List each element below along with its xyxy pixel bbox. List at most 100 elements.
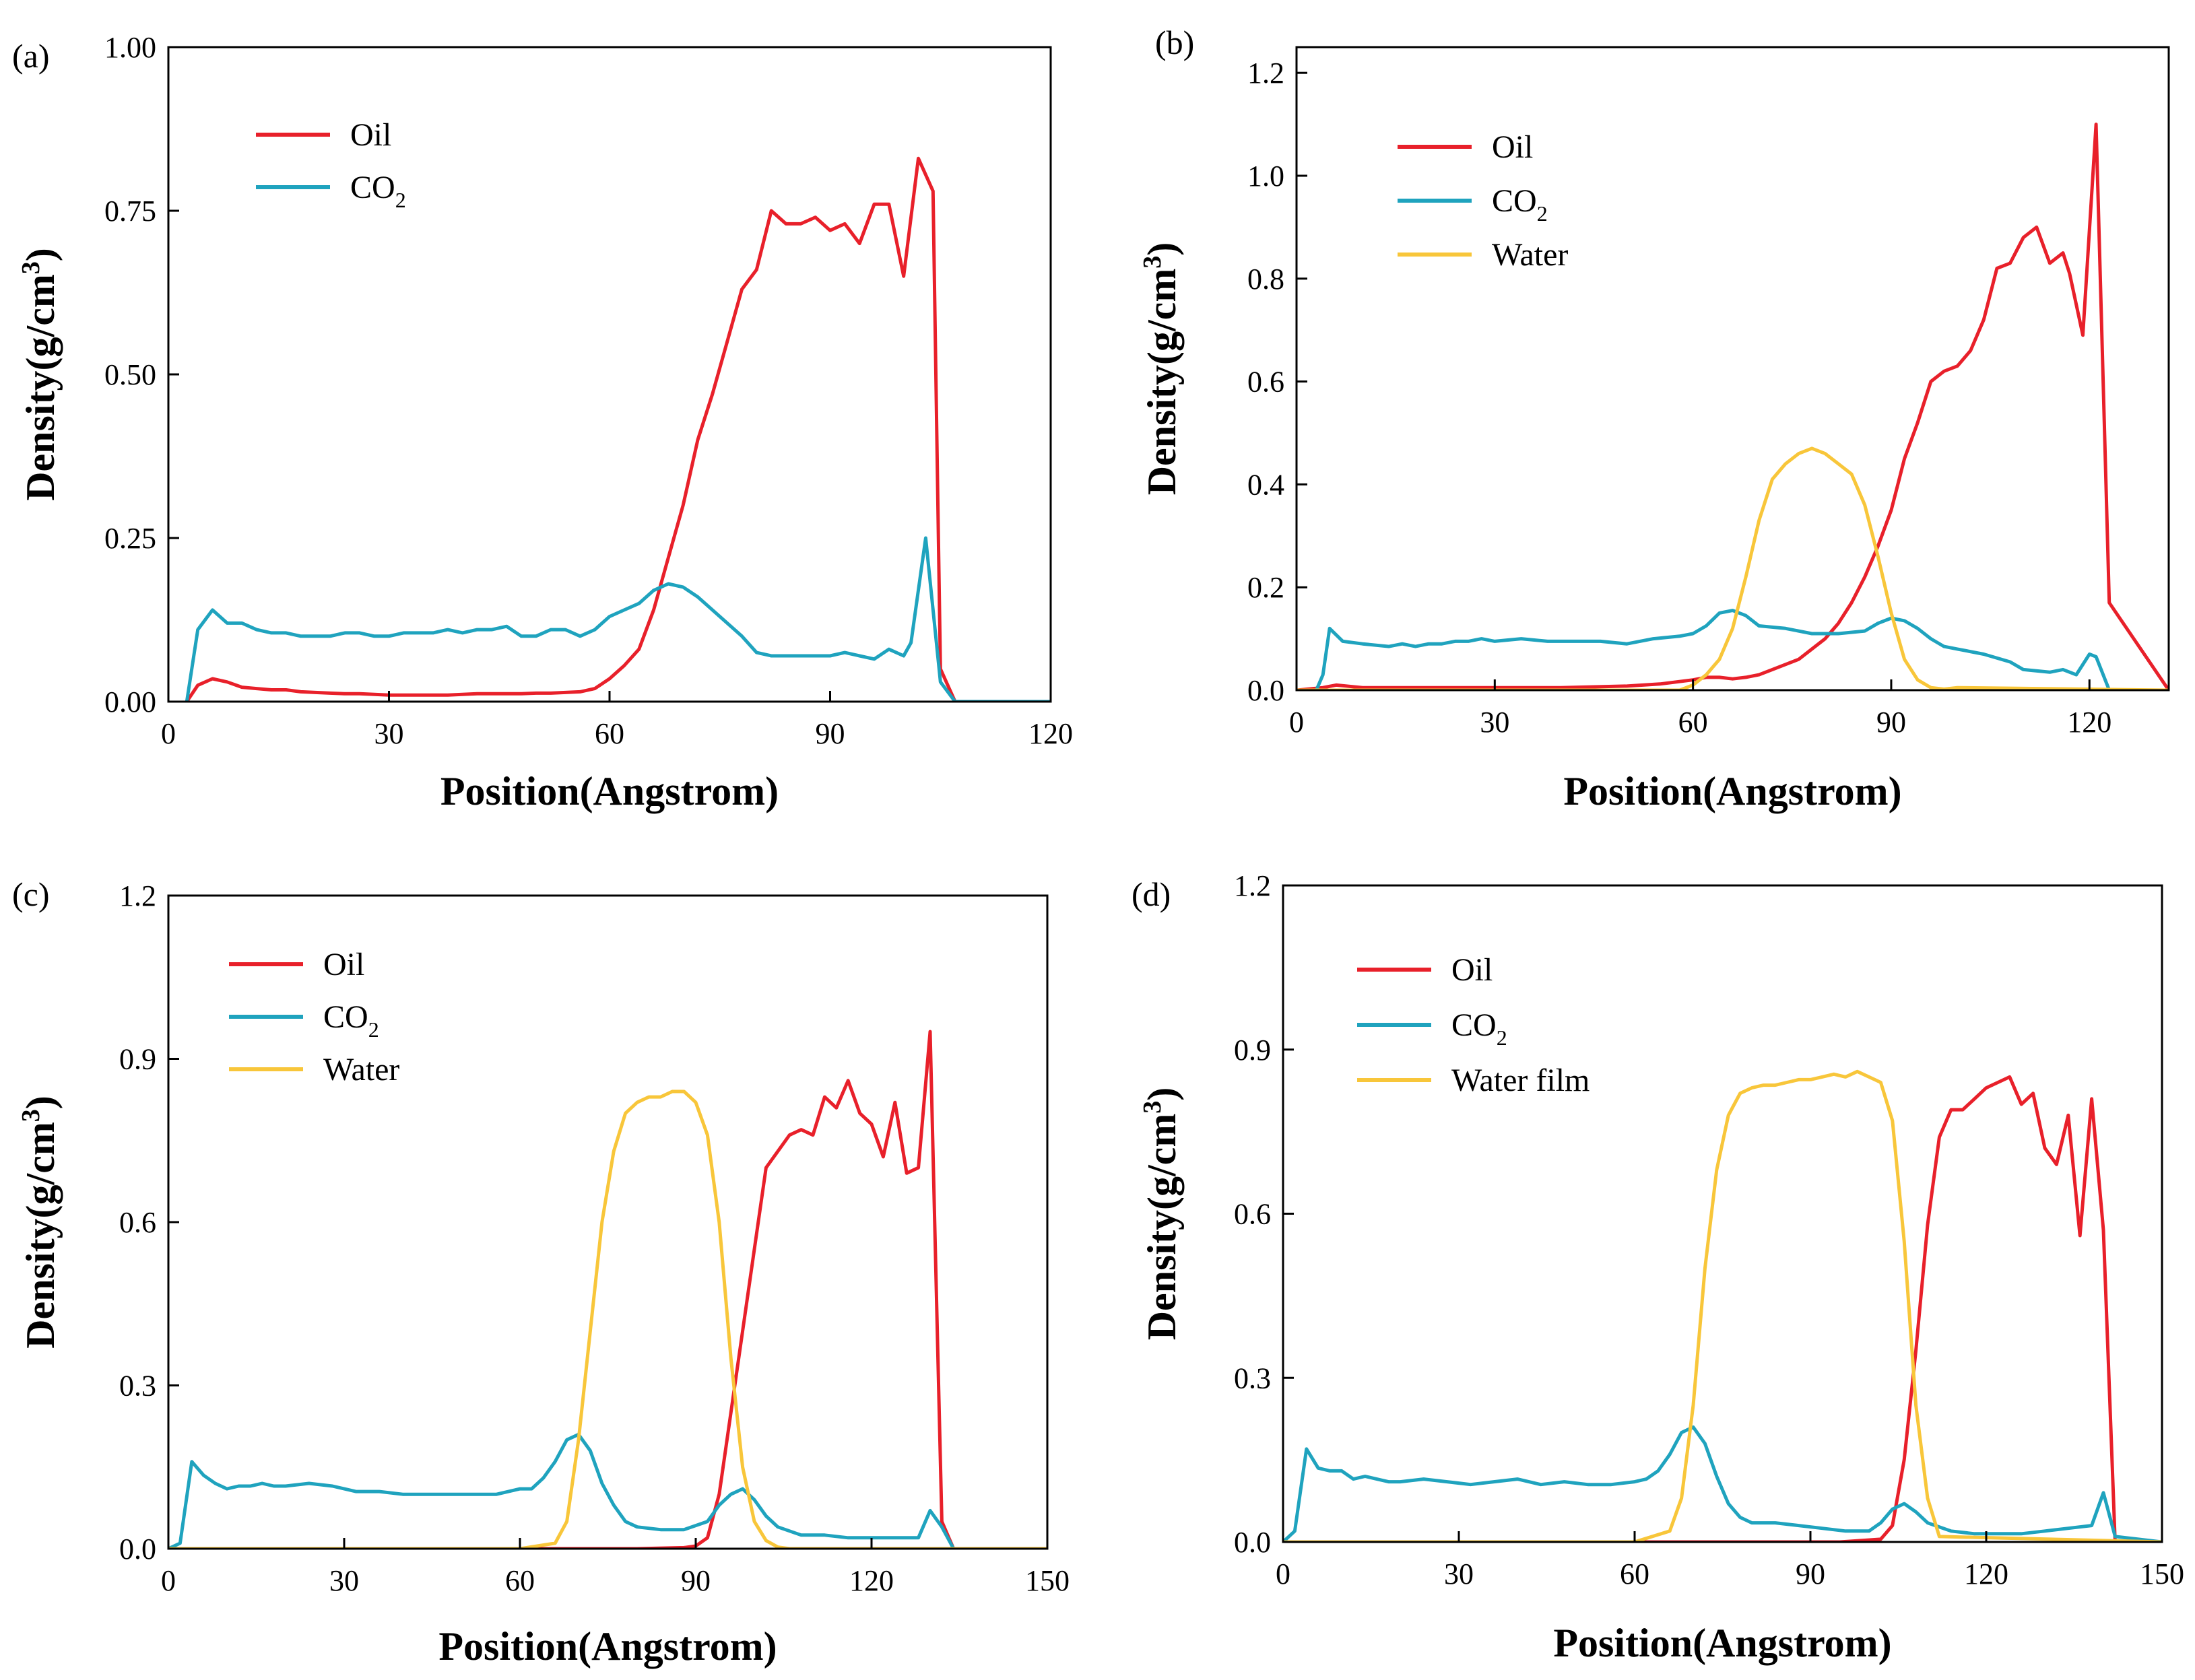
y-tick-label: 0.0 xyxy=(1247,674,1284,707)
x-tick-label: 0 xyxy=(1289,706,1304,739)
x-tick-label: 30 xyxy=(374,717,404,750)
legend-label-main: Oil xyxy=(323,947,364,982)
y-tick-label: 0.9 xyxy=(1234,1034,1271,1067)
legend-label-main: Water film xyxy=(1451,1063,1590,1098)
legend-label-main: CO xyxy=(1492,183,1537,219)
x-tick-label: 120 xyxy=(1028,717,1073,750)
legend-label-main: Oil xyxy=(1492,129,1533,165)
x-tick-label: 60 xyxy=(1678,706,1708,739)
x-axis-title: Position(Angstrom) xyxy=(438,1624,777,1669)
x-tick-label: 120 xyxy=(849,1564,894,1597)
y-axis-title-sup: 3 xyxy=(1138,1101,1167,1114)
y-tick-label: 0.4 xyxy=(1247,468,1284,501)
legend-label-main: Oil xyxy=(1451,952,1493,988)
y-axis-title-close: ) xyxy=(18,248,63,261)
y-tick-label: 0.2 xyxy=(1247,571,1284,604)
y-tick-label: 0.0 xyxy=(119,1533,156,1566)
plot-frame xyxy=(1295,46,2170,692)
y-axis-title: Density(g/cm3) xyxy=(17,248,63,501)
x-tick-label: 60 xyxy=(1620,1557,1649,1590)
series-group xyxy=(185,156,1051,702)
y-axis-title-sup: 3 xyxy=(17,261,45,274)
x-tick-label: 60 xyxy=(595,717,624,750)
series-group xyxy=(1297,123,2169,690)
y-axis-title-main: Density(g/cm xyxy=(18,1122,63,1349)
panel-label: (b) xyxy=(1155,24,1194,61)
series-line-oil xyxy=(185,156,1051,702)
panel-1: (a) 0 30 60 90 120 0.00 0.25 0.50 0.75 1.00 Positio… xyxy=(12,31,1073,813)
x-tick-label: 120 xyxy=(1964,1557,2008,1590)
x-tick-label: 150 xyxy=(2140,1557,2184,1590)
plot-frame xyxy=(1282,884,2163,1543)
x-tick-label: 0 xyxy=(161,1564,176,1597)
y-tick-label: 1.0 xyxy=(1247,160,1284,193)
y-tick-label: 0.8 xyxy=(1247,263,1284,296)
panel-3: (c) 0 30 60 90 120 150 0.0 0.3 0.6 0.9 1.2 Position(… xyxy=(12,875,1070,1669)
y-axis-title-main: Density(g/cm xyxy=(18,274,63,501)
y-tick-label: 0.9 xyxy=(119,1043,156,1076)
series-line-oil xyxy=(168,1030,1047,1549)
x-tick-label: 90 xyxy=(816,717,845,750)
x-tick-label: 30 xyxy=(1480,706,1509,739)
series-line-water xyxy=(1297,446,2169,690)
y-tick-label: 0.75 xyxy=(104,195,156,228)
y-axis-title: Density(g/cm3) xyxy=(1138,242,1184,496)
series-line-water-film xyxy=(1283,1069,2162,1542)
x-tick-label: 30 xyxy=(1444,1557,1474,1590)
series-group xyxy=(1283,1069,2162,1542)
y-axis-title-sup: 3 xyxy=(17,1109,45,1122)
y-tick-label: 1.00 xyxy=(104,31,156,64)
x-tick-label: 30 xyxy=(329,1564,359,1597)
legend-label: Water xyxy=(1492,237,1568,273)
legend-label-main: CO xyxy=(1451,1007,1497,1043)
panel-4: (d) 0 30 60 90 120 150 0.0 0.3 0.6 0.9 1.2 Position(… xyxy=(1132,869,2184,1665)
legend-label-sub: 2 xyxy=(368,1017,379,1042)
y-tick-label: 0.3 xyxy=(119,1370,156,1403)
legend-label: CO2 xyxy=(1492,183,1548,226)
x-tick-label: 90 xyxy=(1876,706,1906,739)
legend-label-main: Oil xyxy=(350,117,391,153)
y-tick-label: 0.00 xyxy=(104,685,156,718)
x-tick-label: 90 xyxy=(681,1564,711,1597)
y-axis-title: Density(g/cm3) xyxy=(17,1096,63,1349)
y-tick-label: 0.6 xyxy=(1247,366,1284,399)
x-tick-label: 0 xyxy=(161,717,176,750)
y-tick-label: 1.2 xyxy=(1234,869,1271,902)
y-tick-label: 0.0 xyxy=(1234,1526,1271,1559)
panel-label: (a) xyxy=(12,37,50,75)
plot-frame xyxy=(167,894,1049,1550)
series-group xyxy=(168,1030,1047,1549)
legend-label-main: Water xyxy=(323,1052,399,1087)
y-tick-label: 0.25 xyxy=(104,522,156,555)
y-tick-label: 0.3 xyxy=(1234,1362,1271,1395)
series-line-co2 xyxy=(1297,609,2169,690)
plot-frame xyxy=(167,46,1052,703)
legend-label-sub: 2 xyxy=(1537,201,1548,226)
x-tick-label: 0 xyxy=(1276,1557,1290,1590)
legend-label: Oil xyxy=(350,117,391,153)
x-tick-label: 60 xyxy=(505,1564,535,1597)
x-tick-label: 90 xyxy=(1796,1557,1825,1590)
series-line-oil xyxy=(1283,1075,2162,1542)
legend-label: Oil xyxy=(323,947,364,982)
y-axis-title-main: Density(g/cm xyxy=(1140,269,1184,496)
series-line-water xyxy=(168,1089,1047,1549)
y-axis-title-close: ) xyxy=(18,1096,63,1109)
y-axis-title-close: ) xyxy=(1140,1087,1184,1101)
legend-label: CO2 xyxy=(323,999,379,1042)
panel-label: (c) xyxy=(12,875,50,913)
legend-label-sub: 2 xyxy=(395,188,406,212)
legend-label-sub: 2 xyxy=(1497,1026,1507,1050)
y-tick-label: 0.6 xyxy=(1234,1198,1271,1231)
x-axis-title: Position(Angstrom) xyxy=(1563,769,1901,813)
legend-label-main: Water xyxy=(1492,237,1568,273)
panel-label: (d) xyxy=(1132,875,1171,913)
y-axis-title: Density(g/cm3) xyxy=(1138,1087,1184,1341)
legend-label-main: CO xyxy=(350,170,395,205)
series-line-oil xyxy=(1297,123,2169,690)
series-line-co2 xyxy=(168,1432,1047,1549)
y-axis-title-close: ) xyxy=(1140,242,1184,256)
legend: Oil CO2 Water xyxy=(1398,129,1568,273)
y-axis-title-sup: 3 xyxy=(1138,256,1167,269)
